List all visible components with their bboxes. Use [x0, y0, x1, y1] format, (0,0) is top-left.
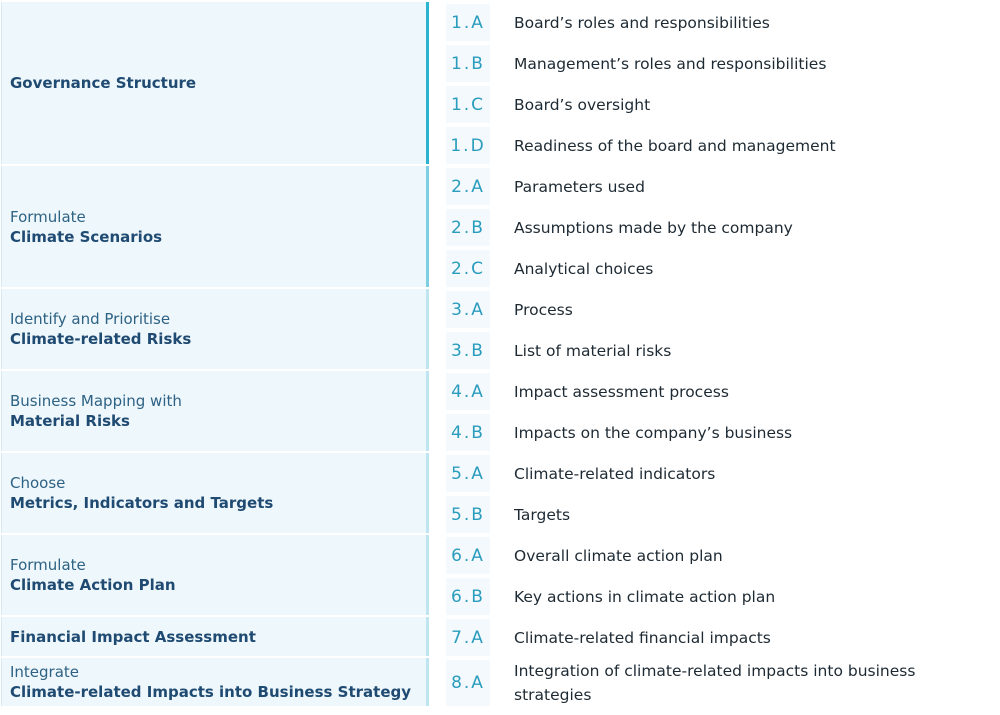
item-code: 1.D — [446, 127, 490, 164]
item-text: Overall climate action plan — [514, 546, 723, 565]
item-text: Integration of climate-related impacts i… — [514, 662, 916, 704]
section-prefix: Business Mapping with — [10, 392, 182, 410]
section-cell: Governance Structure — [1, 2, 426, 164]
item-code: 5.A — [446, 455, 490, 492]
section-title: Climate Action Plan — [10, 576, 176, 594]
section-cell: Integrate Climate-related Impacts into Bu… — [1, 658, 426, 706]
accent-bar — [426, 166, 429, 287]
section-prefix: Integrate — [10, 663, 80, 681]
section-prefix: Choose — [10, 474, 66, 492]
section-prefix: Identify and Prioritise — [10, 310, 171, 328]
item-text: Key actions in climate action plan — [514, 587, 776, 606]
section-title: Climate-related Impacts into Business St… — [10, 683, 412, 701]
section-title: Climate Scenarios — [10, 227, 163, 246]
section-title: Metrics, Indicators and Targets — [10, 494, 274, 512]
item-code: 1.A — [446, 4, 490, 41]
section-title: Material Risks — [10, 412, 130, 430]
accent-bar — [426, 453, 429, 533]
item-text: Process — [514, 300, 573, 319]
item-text: Parameters used — [514, 177, 645, 196]
item-text: Board’s oversight — [514, 95, 651, 114]
section-cell: Formulate Climate Scenarios — [1, 166, 426, 287]
item-code: 2.C — [446, 250, 490, 287]
accent-bar — [426, 535, 429, 615]
section-cell: Business Mapping with Material Risks — [1, 371, 426, 451]
item-text: Climate-related financial impacts — [514, 628, 771, 647]
section-prefix: Formulate — [10, 207, 86, 226]
item-code: 8.A — [446, 660, 490, 706]
item-text: Impacts on the company’s business — [514, 423, 793, 442]
item-code: 3.B — [446, 332, 490, 369]
item-text: Targets — [514, 505, 571, 524]
section-cell: Formulate Climate Action Plan — [1, 535, 426, 615]
item-code: 7.A — [446, 619, 490, 656]
item-text: List of material risks — [514, 341, 672, 360]
item-code: 6.A — [446, 537, 490, 574]
item-text: Impact assessment process — [514, 382, 729, 401]
accent-bar — [426, 617, 429, 656]
section-title: Financial Impact Assessment — [10, 627, 256, 646]
section-cell: Financial Impact Assessment — [1, 617, 426, 656]
accent-bar — [426, 2, 429, 164]
section-cell: Choose Metrics, Indicators and Targets — [1, 453, 426, 533]
item-code: 2.A — [446, 168, 490, 205]
item-code: 6.B — [446, 578, 490, 615]
section-cell: Identify and Prioritise Climate-related R… — [1, 289, 426, 369]
section-prefix: Formulate — [10, 556, 86, 574]
item-code: 4.B — [446, 414, 490, 451]
item-text: Climate-related indicators — [514, 464, 716, 483]
item-code: 5.B — [446, 496, 490, 533]
accent-bar — [426, 289, 429, 369]
item-code: 1.C — [446, 86, 490, 123]
section-title: Governance Structure — [10, 74, 197, 92]
item-code: 2.B — [446, 209, 490, 246]
accent-bar — [426, 658, 429, 706]
item-text: Board’s roles and responsibilities — [514, 13, 770, 32]
item-text: Assumptions made by the company — [514, 218, 793, 237]
item-code: 1.B — [446, 45, 490, 82]
section-title: Climate-related Risks — [10, 330, 192, 348]
item-code: 3.A — [446, 291, 490, 328]
item-code: 4.A — [446, 373, 490, 410]
accent-bar — [426, 371, 429, 451]
item-text: Readiness of the board and management — [514, 136, 836, 155]
item-text: Management’s roles and responsibilities — [514, 54, 827, 73]
item-text: Analytical choices — [514, 259, 654, 278]
